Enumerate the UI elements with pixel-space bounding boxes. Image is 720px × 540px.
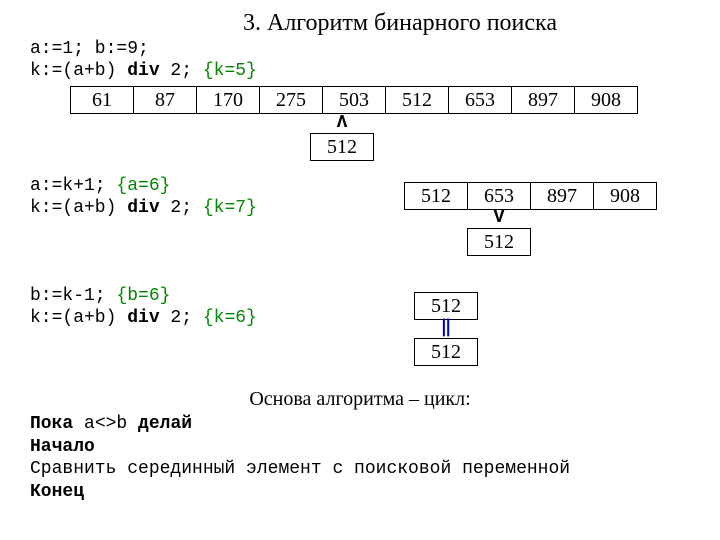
footer-kw: делай (127, 414, 192, 434)
footer-cond: a<>b (84, 414, 127, 434)
code-text: a:=k+1; (30, 176, 116, 196)
code-bold: div (127, 308, 159, 328)
array-cell: 897 (530, 182, 594, 210)
code-comment: {k=5} (203, 61, 257, 81)
step2-block: a:=k+1; {a=6} k:=(a+b) div 2; {k=7} 512 … (30, 176, 690, 276)
array-cell: 275 (259, 86, 323, 114)
footer-line3: Сравнить серединный элемент с поисковой … (30, 458, 690, 481)
footer-line1: Пока a<>b делай (30, 413, 690, 436)
equals-icon: ‖ (441, 319, 452, 337)
array-cell: 512 (414, 292, 478, 320)
step1-array: 61 87 170 275 503 512 653 897 908 (70, 86, 690, 114)
step1-compare: Λ 512 (310, 112, 374, 161)
array-cell: 170 (196, 86, 260, 114)
footer-line4: Конец (30, 481, 690, 504)
compare-value: 512 (414, 338, 478, 366)
code-bold: div (127, 61, 159, 81)
footer-kw: Пока (30, 414, 84, 434)
code-comment: {k=6} (203, 308, 257, 328)
code-bold: div (127, 198, 159, 218)
array-cell: 512 (404, 182, 468, 210)
array-cell: 512 (385, 86, 449, 114)
code-text: b:=k-1; (30, 286, 116, 306)
code-text: 2; (160, 308, 203, 328)
footer-code: Пока a<>b делай Начало Сравнить серединн… (30, 413, 690, 503)
greater-than-icon: V (494, 209, 505, 227)
code-text: k:=(a+b) (30, 61, 127, 81)
step1-block: a:=1; b:=9; k:=(a+b) div 2; {k=5} 61 87 … (30, 39, 690, 161)
code-comment: {k=7} (203, 198, 257, 218)
code-text: k:=(a+b) (30, 308, 127, 328)
step3-block: b:=k-1; {b=6} k:=(a+b) div 2; {k=6} 512 … (30, 286, 690, 386)
step1-line1: a:=1; b:=9; (30, 39, 690, 61)
array-cell: 908 (593, 182, 657, 210)
code-text: 2; (160, 61, 203, 81)
footer-line2: Начало (30, 436, 690, 459)
subtitle: Основа алгоритма – цикл: (30, 388, 690, 411)
step1-line2: k:=(a+b) div 2; {k=5} (30, 61, 690, 83)
array-cell: 653 (467, 182, 531, 210)
code-text: 2; (160, 198, 203, 218)
step3-compare: ‖ 512 (414, 319, 478, 366)
page-title: 3. Алгоритм бинарного поиска (110, 10, 690, 37)
step3-array: 512 (414, 292, 478, 320)
array-cell: 653 (448, 86, 512, 114)
step2-compare: V 512 (467, 209, 531, 256)
array-cell: 87 (133, 86, 197, 114)
code-comment: {b=6} (116, 286, 170, 306)
array-cell: 908 (574, 86, 638, 114)
step3-line1: b:=k-1; {b=6} (30, 286, 690, 308)
compare-value: 512 (467, 228, 531, 256)
array-cell: 61 (70, 86, 134, 114)
step3-line2: k:=(a+b) div 2; {k=6} (30, 308, 690, 330)
array-cell: 503 (322, 86, 386, 114)
array-cell: 897 (511, 86, 575, 114)
step2-array: 512 653 897 908 (404, 182, 657, 210)
code-comment: {a=6} (116, 176, 170, 196)
code-text: k:=(a+b) (30, 198, 127, 218)
less-than-icon: Λ (337, 114, 348, 132)
compare-value: 512 (310, 133, 374, 161)
